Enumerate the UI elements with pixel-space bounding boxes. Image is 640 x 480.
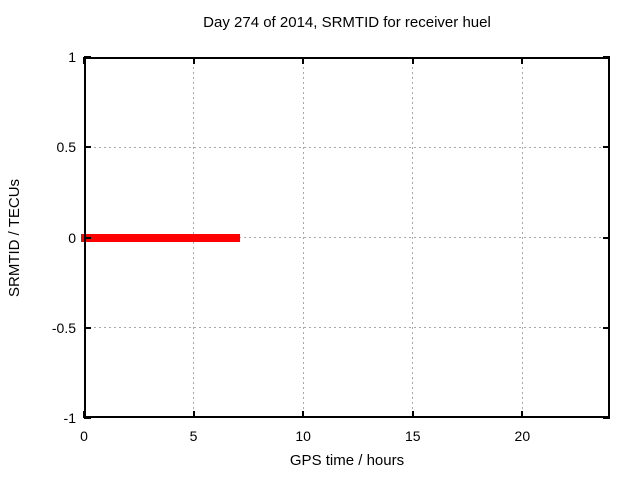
x-tick-mark-bottom	[302, 411, 305, 418]
x-tick-mark-bottom	[192, 411, 195, 418]
plot-area	[81, 56, 610, 419]
y-tick-mark-right	[603, 236, 610, 239]
x-tick-label: 20	[514, 428, 531, 444]
chart-title: Day 274 of 2014, SRMTID for receiver hue…	[203, 14, 491, 31]
x-tick-mark-top	[521, 57, 524, 64]
gridline-horizontal	[84, 327, 610, 329]
x-tick-mark-top	[411, 57, 414, 64]
y-tick-mark-right	[603, 417, 610, 419]
y-tick-mark-right	[603, 326, 610, 329]
x-axis-label: GPS time / hours	[289, 452, 405, 469]
x-tick-mark-bottom	[521, 411, 524, 418]
series-line-srmtid	[81, 233, 240, 242]
y-tick-mark-left	[84, 146, 91, 149]
x-tick-label: 5	[189, 428, 198, 444]
y-tick-mark-left	[84, 417, 91, 419]
y-tick-mark-left	[84, 326, 91, 329]
x-tick-mark-bottom	[411, 411, 414, 418]
y-tick-label: 1	[68, 49, 76, 65]
y-tick-mark-left	[84, 56, 91, 58]
y-tick-label: 0.5	[56, 139, 76, 156]
y-tick-mark-right	[603, 146, 610, 149]
y-tick-mark-right	[603, 56, 610, 58]
y-tick-label: 0	[68, 229, 76, 246]
x-tick-label: 15	[404, 428, 421, 444]
y-tick-mark-left	[84, 236, 91, 239]
x-tick-mark-top	[83, 57, 85, 64]
gridline-horizontal	[84, 237, 610, 238]
gridline-horizontal	[84, 146, 610, 148]
x-tick-mark-top	[192, 57, 195, 64]
y-tick-label: -0.5	[51, 319, 76, 336]
x-tick-label: 0	[80, 428, 88, 444]
x-tick-mark-top	[302, 57, 305, 64]
x-tick-label: 10	[295, 428, 311, 444]
y-tick-label: -1	[63, 410, 76, 426]
